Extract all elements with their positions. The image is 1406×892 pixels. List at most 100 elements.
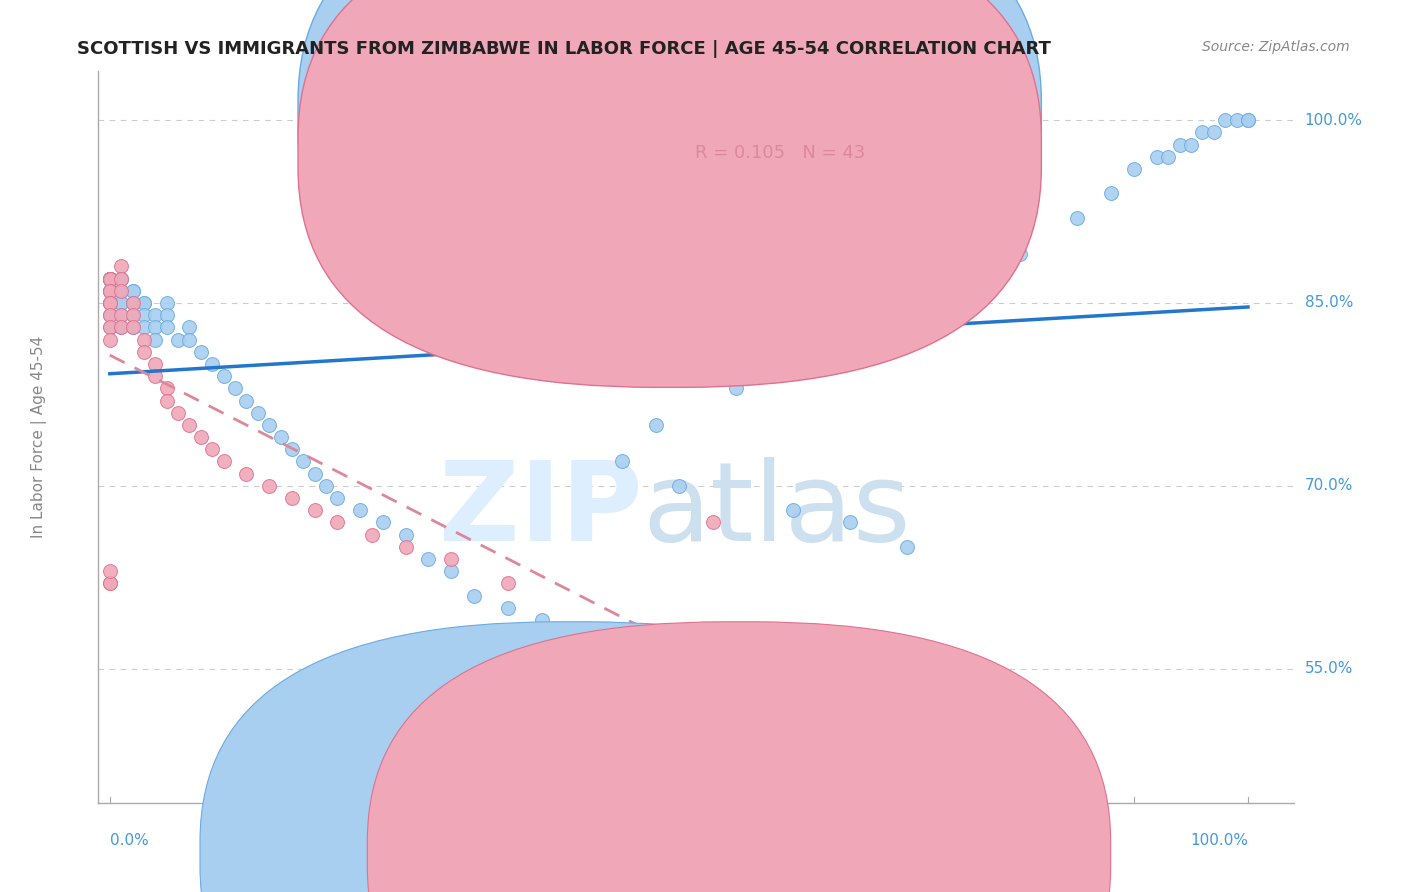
FancyBboxPatch shape <box>367 622 1111 892</box>
Point <box>440 564 463 578</box>
Point <box>98 284 121 298</box>
Text: 100.0%: 100.0% <box>1189 833 1249 848</box>
Point <box>588 649 610 664</box>
Point <box>201 357 224 371</box>
Point <box>110 271 132 285</box>
Point <box>1157 150 1180 164</box>
Point <box>132 344 155 359</box>
Point <box>98 284 121 298</box>
Point <box>1099 186 1122 201</box>
Point <box>132 296 155 310</box>
Point <box>98 271 121 285</box>
Point <box>98 284 121 298</box>
Point <box>224 381 246 395</box>
Point <box>98 576 121 591</box>
Point <box>270 430 292 444</box>
Point <box>212 369 235 384</box>
Point <box>156 308 179 322</box>
Point <box>98 320 121 334</box>
Point <box>281 491 304 505</box>
Point <box>110 284 132 298</box>
Point <box>143 308 166 322</box>
Point <box>98 576 121 591</box>
Point <box>143 357 166 371</box>
Point <box>304 503 326 517</box>
Point <box>1237 113 1260 128</box>
Point <box>554 698 576 713</box>
Point <box>395 527 418 541</box>
Point <box>315 479 337 493</box>
Point <box>668 686 690 700</box>
Point <box>1066 211 1088 225</box>
Text: In Labor Force | Age 45-54: In Labor Force | Age 45-54 <box>31 336 46 538</box>
Point <box>610 454 633 468</box>
Point <box>143 369 166 384</box>
Text: 55.0%: 55.0% <box>1305 661 1353 676</box>
Text: Source: ZipAtlas.com: Source: ZipAtlas.com <box>1202 40 1350 54</box>
Point <box>440 552 463 566</box>
Point <box>257 479 280 493</box>
Point <box>531 613 554 627</box>
Point <box>156 381 179 395</box>
Point <box>326 491 349 505</box>
Point <box>156 393 179 408</box>
Point <box>98 320 121 334</box>
Point <box>1213 113 1236 128</box>
Point <box>143 320 166 334</box>
Text: 100.0%: 100.0% <box>1305 112 1362 128</box>
Point <box>360 527 382 541</box>
Point <box>349 503 371 517</box>
Point <box>143 333 166 347</box>
Text: 70.0%: 70.0% <box>1305 478 1353 493</box>
Point <box>156 320 179 334</box>
Point <box>179 320 201 334</box>
FancyBboxPatch shape <box>298 0 1042 351</box>
Point <box>702 637 724 651</box>
Point <box>121 296 143 310</box>
Point <box>1202 125 1225 139</box>
Point <box>98 271 121 285</box>
Point <box>132 333 155 347</box>
Point <box>326 516 349 530</box>
Point <box>838 516 860 530</box>
Point <box>1237 113 1260 128</box>
Point <box>724 381 747 395</box>
Point <box>418 552 440 566</box>
Point <box>121 308 143 322</box>
Point <box>1146 150 1168 164</box>
Point <box>98 296 121 310</box>
Point <box>235 467 257 481</box>
Point <box>132 296 155 310</box>
Point <box>98 308 121 322</box>
Point <box>782 503 804 517</box>
Point <box>98 308 121 322</box>
Point <box>132 320 155 334</box>
Point <box>110 296 132 310</box>
Point <box>167 333 190 347</box>
Point <box>201 442 224 457</box>
Point <box>292 454 315 468</box>
Point <box>1123 161 1146 176</box>
Point <box>246 406 269 420</box>
Point <box>98 296 121 310</box>
Point <box>121 320 143 334</box>
Point <box>98 271 121 285</box>
Point <box>110 308 132 322</box>
Point <box>496 600 519 615</box>
Text: Immigrants from Zimbabwe: Immigrants from Zimbabwe <box>762 847 976 862</box>
Point <box>179 417 201 432</box>
Point <box>110 320 132 334</box>
Point <box>167 406 190 420</box>
Point <box>98 271 121 285</box>
Point <box>98 284 121 298</box>
Point <box>496 576 519 591</box>
Point <box>395 540 418 554</box>
Text: 0.0%: 0.0% <box>110 833 149 848</box>
Text: Scottish: Scottish <box>595 847 655 862</box>
Point <box>98 333 121 347</box>
Point <box>668 479 690 493</box>
Point <box>838 333 860 347</box>
Point <box>132 308 155 322</box>
Point <box>110 308 132 322</box>
Point <box>98 271 121 285</box>
